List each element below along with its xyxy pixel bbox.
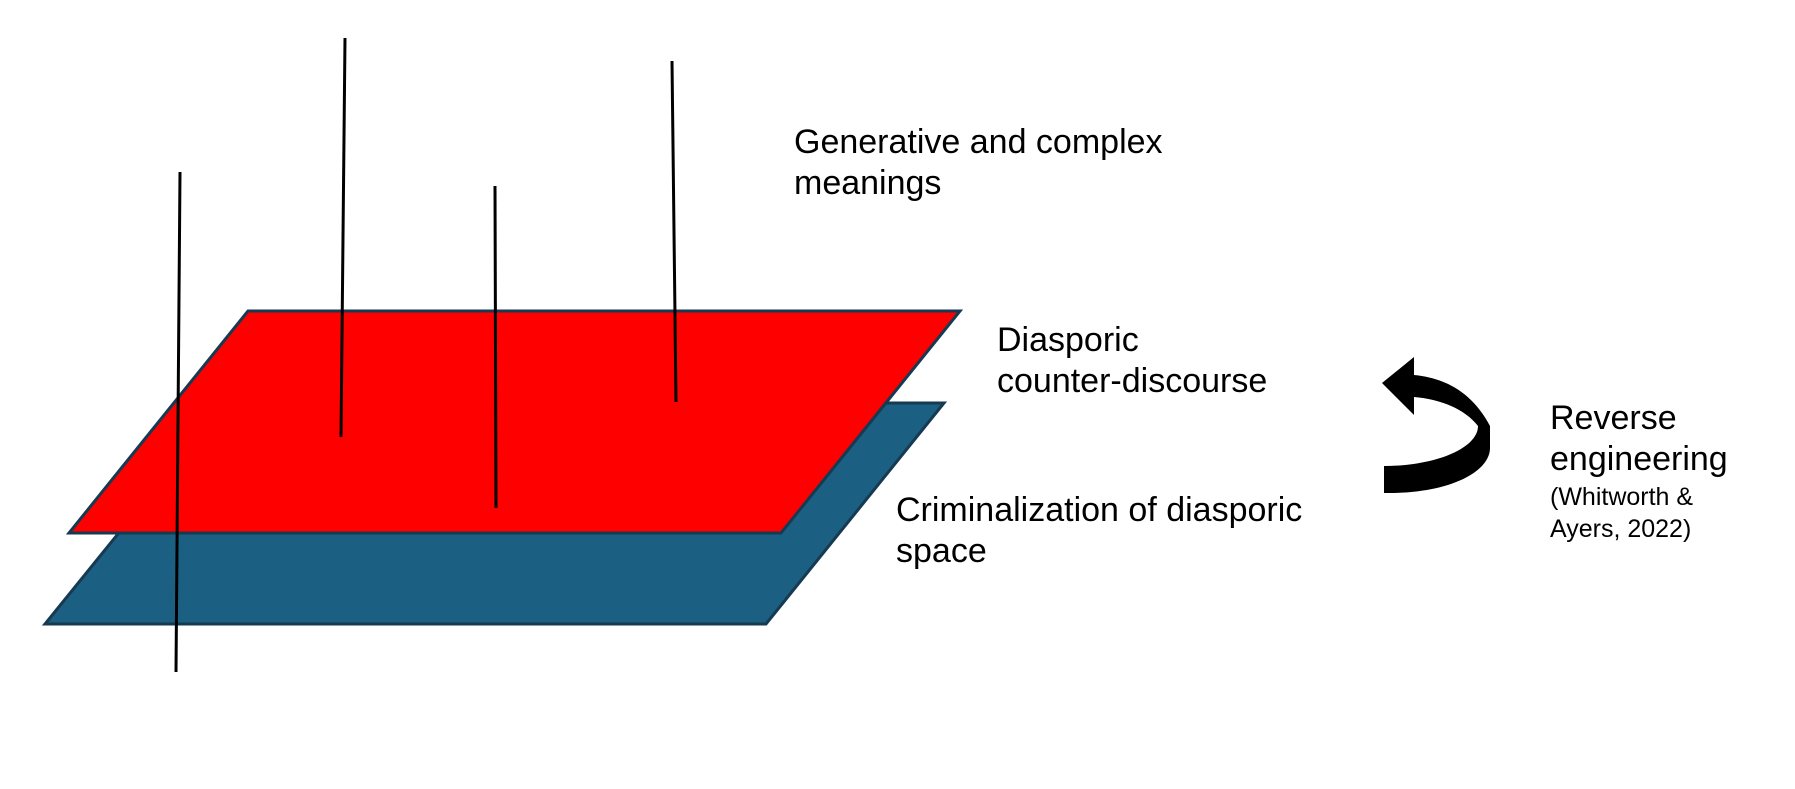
- lower-plane-label-line-1: Criminalization of diasporic: [896, 491, 1303, 529]
- vertical-line-4: [670, 60, 678, 403]
- lower-plane-label-line-2: space: [896, 532, 987, 571]
- process-label-line-1: Reverse: [1550, 399, 1677, 437]
- vertical-line-2: [339, 37, 347, 438]
- top-label-line-1: Generative and complex: [794, 123, 1163, 161]
- process-label-line-2: engineering: [1550, 440, 1728, 479]
- upper-plane-label-line-2: counter-discourse: [997, 362, 1268, 401]
- lower-plane-label: Criminalization of diasporic space: [896, 490, 1302, 573]
- citation-line-1: (Whitworth &: [1550, 482, 1694, 511]
- vertical-line-3: [493, 185, 498, 509]
- upper-plane-label-line-1: Diasporic: [997, 321, 1139, 359]
- top-label-line-2: meanings: [794, 164, 942, 203]
- vertical-line-1: [174, 171, 182, 673]
- citation-line-2: Ayers, 2022): [1550, 514, 1692, 543]
- process-label: Reverse engineering (Whitworth & Ayers, …: [1550, 398, 1728, 545]
- top-label: Generative and complex meanings: [794, 122, 1163, 205]
- curved-arrow-icon: [1382, 357, 1490, 494]
- upper-plane-label: Diasporic counter-discourse: [997, 320, 1267, 403]
- upper-plane: [65, 309, 964, 535]
